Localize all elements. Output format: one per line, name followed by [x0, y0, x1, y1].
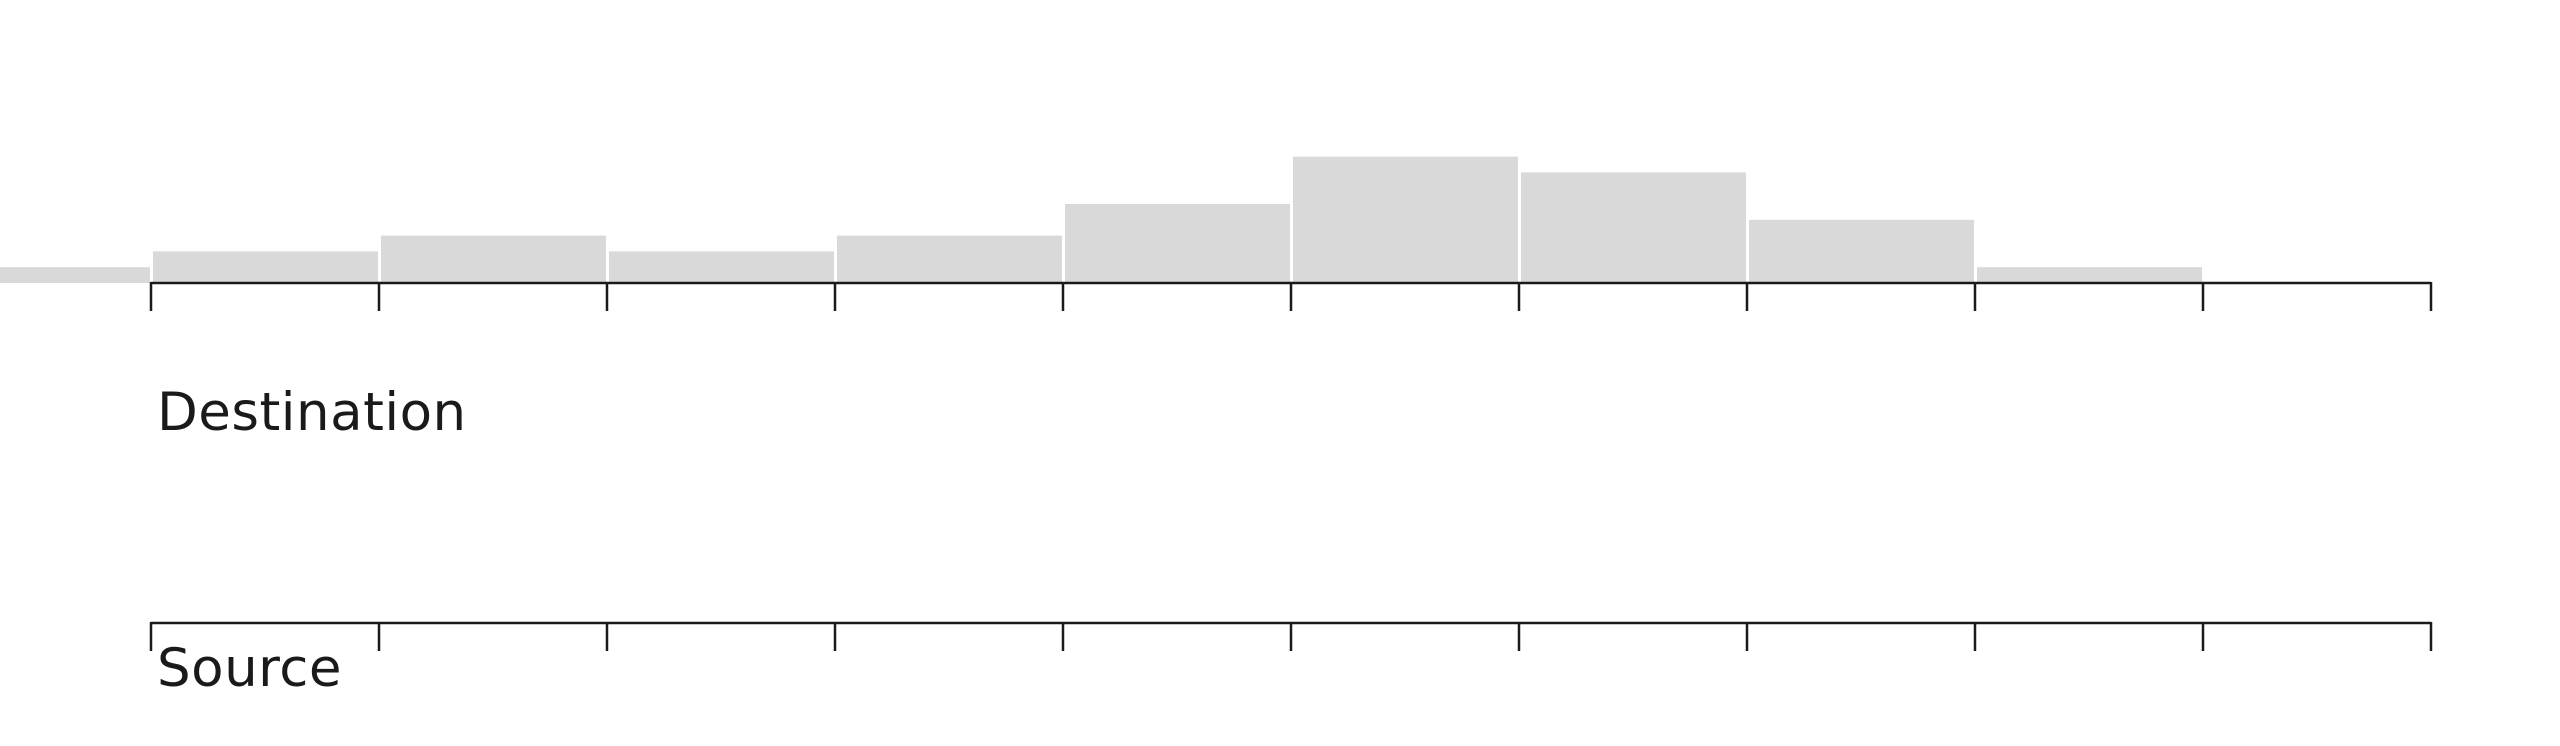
histogram-bars	[0, 156, 2202, 283]
destination-axis	[149, 281, 2433, 311]
histogram-bar-4	[837, 235, 1062, 283]
histogram-bar-5	[1065, 204, 1290, 283]
destination-axis-label: Destination	[157, 382, 467, 443]
histogram-bar-7	[1521, 172, 1746, 283]
source-axis	[149, 621, 2433, 651]
histogram-bar-0	[0, 267, 150, 283]
histogram-bar-6	[1293, 156, 1518, 283]
histogram-bar-2	[381, 235, 606, 283]
histogram-bar-9	[1977, 267, 2202, 283]
source-axis-label: Source	[157, 638, 343, 699]
histogram-bar-1	[153, 251, 378, 283]
histogram-bar-3	[609, 251, 834, 283]
histogram-bar-8	[1749, 219, 1974, 283]
